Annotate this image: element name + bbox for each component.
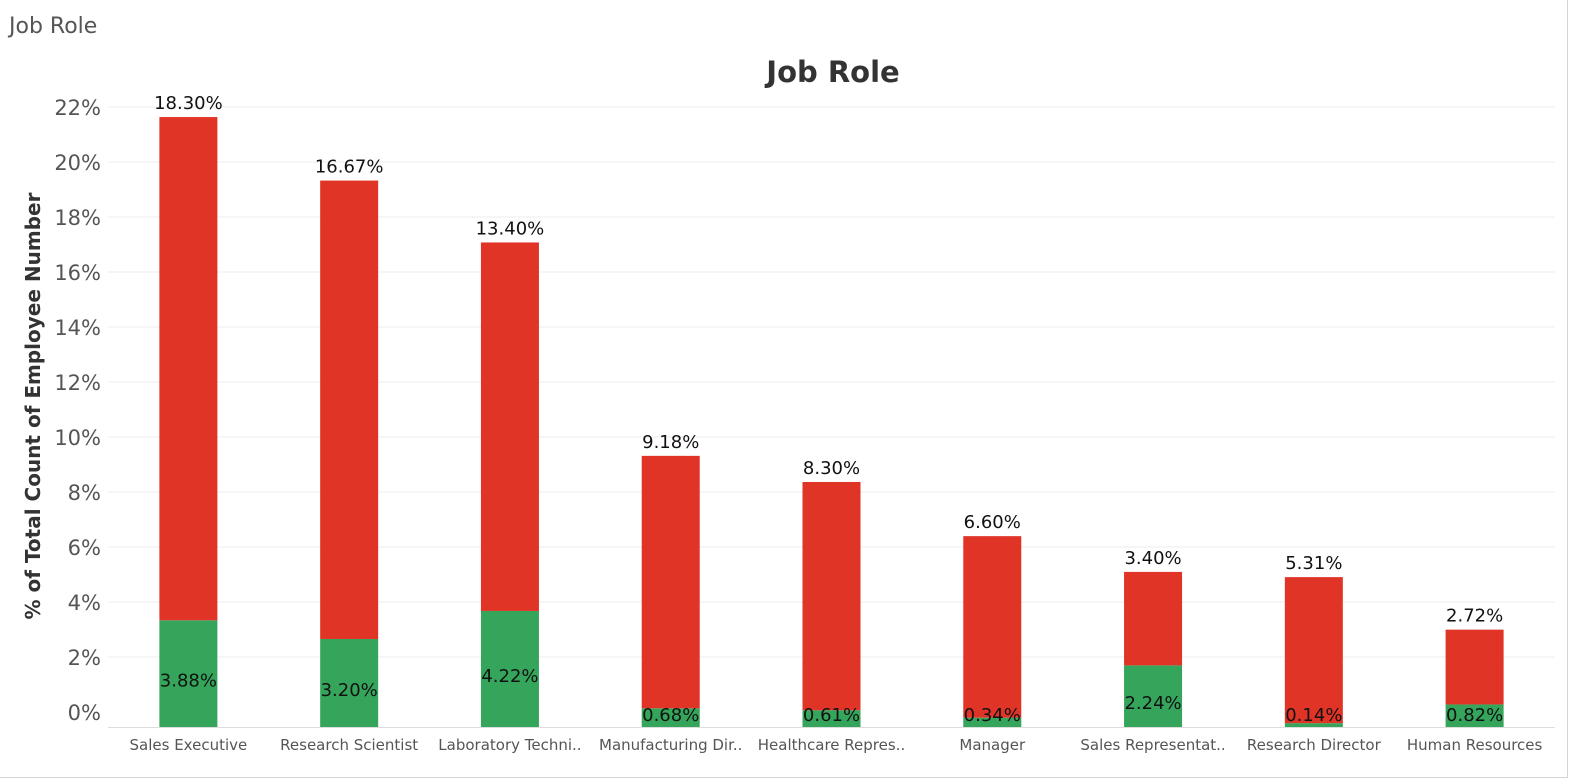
y-tick-label: 18% xyxy=(54,206,101,230)
bar-segment-top[interactable] xyxy=(1124,571,1183,666)
bar-segment-top[interactable] xyxy=(963,536,1022,718)
data-label-bottom: 0.14% xyxy=(1285,705,1342,726)
x-tick-label: Research Director xyxy=(1247,736,1382,754)
data-label-top: 2.72% xyxy=(1446,606,1503,627)
data-label-top: 5.31% xyxy=(1285,553,1342,574)
bar-segment-top[interactable] xyxy=(641,455,700,709)
bar-segment-bottom[interactable] xyxy=(1284,723,1343,727)
chart-title: Job Role xyxy=(764,55,899,89)
bar-segment-bottom[interactable] xyxy=(480,610,539,727)
y-tick-label: 20% xyxy=(54,151,101,175)
y-tick-label: 14% xyxy=(54,316,101,340)
data-label-bottom: 0.68% xyxy=(642,705,699,726)
x-tick-label: Human Resources xyxy=(1407,736,1543,754)
data-label-bottom: 4.22% xyxy=(481,666,538,687)
data-label-bottom: 0.61% xyxy=(803,705,860,726)
y-tick-label: 8% xyxy=(68,481,101,505)
y-tick-label: 0% xyxy=(68,701,101,725)
y-tick-label: 4% xyxy=(68,591,101,615)
x-tick-label: Sales Representat.. xyxy=(1080,736,1225,754)
bar-segment-bottom[interactable] xyxy=(641,708,700,727)
x-axis-ticks: Sales Executive Research Scientist Laborat… xyxy=(130,736,1543,754)
data-label-bottom: 0.34% xyxy=(964,705,1021,726)
bar-segment-bottom[interactable] xyxy=(802,710,861,727)
data-labels: 18.30% 3.88% 16.67% 3.20% 13.40% 4.22% 9.18% 0.… xyxy=(154,93,1503,726)
x-tick-label: Research Scientist xyxy=(280,736,418,754)
bar-segment-top[interactable] xyxy=(159,117,218,621)
y-tick-label: 12% xyxy=(54,371,101,395)
data-label-bottom: 3.88% xyxy=(160,671,217,692)
y-tick-label: 6% xyxy=(68,536,101,560)
sheet-title: Job Role xyxy=(9,14,98,39)
bar-segment-bottom[interactable] xyxy=(320,639,379,727)
y-tick-label: 16% xyxy=(54,261,101,285)
x-tick-label: Laboratory Techni.. xyxy=(438,736,581,754)
bars xyxy=(159,117,1504,727)
y-tick-label: 2% xyxy=(68,646,101,670)
y-axis-label: % of Total Count of Employee Number xyxy=(21,192,45,619)
data-label-top: 16.67% xyxy=(315,157,384,178)
data-label-top: 9.18% xyxy=(642,432,699,453)
data-label-bottom: 2.24% xyxy=(1124,693,1181,714)
data-label-bottom: 3.20% xyxy=(321,680,378,701)
data-label-top: 18.30% xyxy=(154,93,223,114)
data-label-top: 3.40% xyxy=(1124,548,1181,569)
bar-segment-top[interactable] xyxy=(480,242,539,611)
data-label-top: 8.30% xyxy=(803,458,860,479)
bar-segment-top[interactable] xyxy=(802,481,861,711)
data-label-top: 6.60% xyxy=(964,512,1021,533)
x-tick-label: Sales Executive xyxy=(130,736,248,754)
y-tick-label: 10% xyxy=(54,426,101,450)
data-label-top: 13.40% xyxy=(476,218,545,239)
bar-segment-bottom[interactable] xyxy=(1445,704,1504,727)
bar-segment-top[interactable] xyxy=(1284,577,1343,724)
bar-segment-top[interactable] xyxy=(1445,629,1504,705)
data-label-bottom: 0.82% xyxy=(1446,705,1503,726)
x-tick-label: Manager xyxy=(959,736,1026,754)
bar-segment-bottom[interactable] xyxy=(1124,665,1183,727)
x-tick-label: Healthcare Repres.. xyxy=(758,736,905,754)
bar-segment-bottom[interactable] xyxy=(159,620,218,727)
y-axis-ticks: 0% 2% 4% 6% 8% 10% 12% 14% 16% 18% 20% 22% xyxy=(54,96,101,725)
x-tick-label: Manufacturing Dir.. xyxy=(599,736,742,754)
bar-segment-bottom[interactable] xyxy=(963,717,1022,727)
bar-segment-top[interactable] xyxy=(320,180,379,639)
y-tick-label: 22% xyxy=(54,96,101,120)
